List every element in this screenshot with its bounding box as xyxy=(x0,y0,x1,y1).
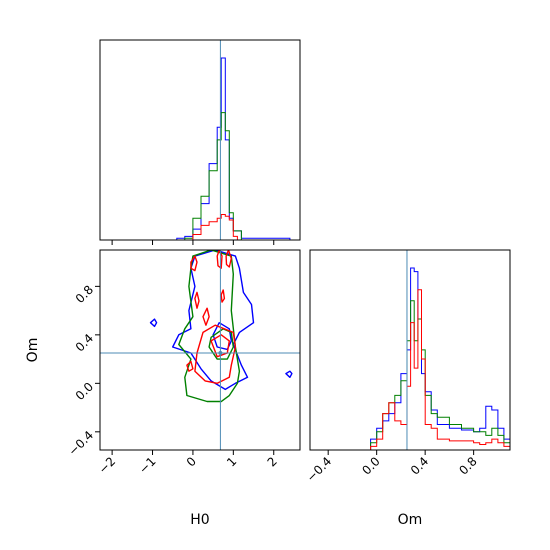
om-histogram-frame xyxy=(309,249,511,451)
contour-series-2-7 xyxy=(186,360,194,372)
contour-series-0-0 xyxy=(171,250,255,391)
om-y-tick-label: −0.4 xyxy=(66,428,97,459)
h0-histogram-series-1 xyxy=(184,112,242,240)
contour-series-0-3 xyxy=(285,370,293,378)
om-x-tick-label: 0.8 xyxy=(456,454,479,477)
h0-histogram-frame xyxy=(99,39,301,241)
panel-h0-histogram xyxy=(99,39,301,245)
h0-tick-label: 1 xyxy=(224,454,239,469)
contour-series-2-6 xyxy=(194,324,237,384)
h0-tick-label: −2 xyxy=(96,454,118,476)
h0-tick-label: −1 xyxy=(136,454,158,476)
contour-frame xyxy=(99,249,301,451)
contour-series-2-3 xyxy=(194,291,200,309)
contour-series-2-5 xyxy=(220,289,226,303)
x-axis-label-h0: H0 xyxy=(190,512,209,528)
contour-series-2-1 xyxy=(216,250,223,269)
h0-histogram-series-2 xyxy=(192,214,238,240)
om-histogram-series-1 xyxy=(370,300,510,450)
contour-series-0-2 xyxy=(149,318,158,328)
om-y-tick-label: 0.8 xyxy=(73,283,96,306)
h0-tick-label: 0 xyxy=(184,454,199,469)
contour-series-2-0 xyxy=(190,255,198,272)
panel-om-histogram: −0.4 0.0 0.4 0.8 xyxy=(304,249,511,485)
contour-series-2-2 xyxy=(225,250,233,268)
h0-tick-label: 2 xyxy=(265,454,280,469)
contour-series-2-8 xyxy=(210,334,231,358)
om-x-tick-label: 0.4 xyxy=(408,454,431,477)
om-x-tick-label: −0.4 xyxy=(304,454,335,485)
y-axis-label-om: Om xyxy=(25,338,41,363)
x-axis-label-om: Om xyxy=(398,512,423,528)
om-x-tick-label: 0.0 xyxy=(359,454,382,477)
om-histogram-series-0 xyxy=(370,267,510,450)
panel-h0-om-contours: −2 −1 0 1 2 −0.4 0.0 0.4 0.8 xyxy=(66,249,301,477)
om-y-tick-label: 0.4 xyxy=(73,331,96,354)
truth-point xyxy=(218,351,223,356)
om-histogram-series-2 xyxy=(370,289,510,450)
contour-series-2-4 xyxy=(202,307,210,326)
contour-series-1-0 xyxy=(178,250,241,403)
om-y-tick-label: 0.0 xyxy=(73,380,96,403)
